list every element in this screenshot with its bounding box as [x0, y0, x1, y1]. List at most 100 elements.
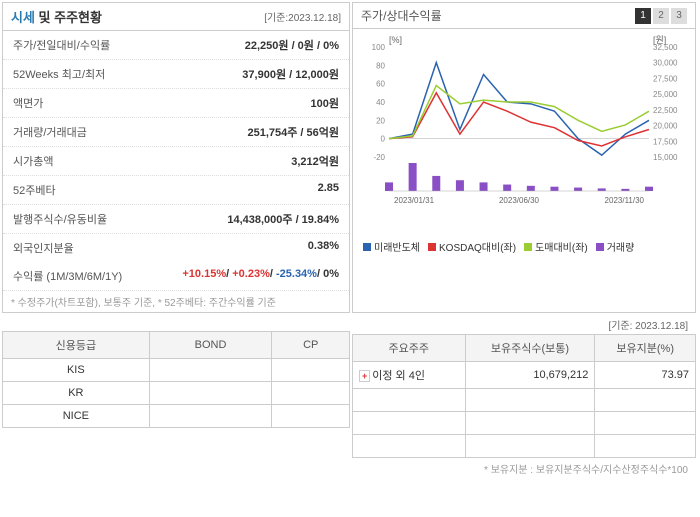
info-value: 3,212억원 [291, 153, 339, 169]
return-part: +0.23% [232, 268, 270, 280]
chart-tab-2[interactable]: 2 [653, 8, 669, 24]
info-value: 0.38% [308, 240, 339, 256]
legend-swatch [428, 243, 436, 251]
pct-cell: 73.97 [595, 362, 696, 389]
table-header: BOND [149, 332, 272, 359]
info-value: 2.85 [318, 182, 339, 198]
info-row: 52주베타 2.85 [3, 176, 349, 205]
svg-text:100: 100 [372, 43, 386, 52]
reference-date: [기준:2023.12.18] [264, 9, 341, 24]
chart-title: 주가/상대수익률 [361, 7, 442, 24]
table-row [353, 412, 696, 435]
return-part: +10.15% [182, 268, 226, 280]
price-chart: [%][원]-2002040608010015,00017,50020,0002… [359, 33, 689, 233]
pct-cell [595, 412, 696, 435]
svg-text:2023/06/30: 2023/06/30 [499, 196, 540, 205]
svg-text:27,500: 27,500 [653, 74, 678, 83]
shareholder-name [353, 389, 466, 412]
legend-item: KOSDAQ대비(좌) [428, 239, 516, 254]
info-value: 37,900원 / 12,000원 [242, 66, 339, 82]
info-row: 발행주식수/유동비율 14,438,000주 / 19.84% [3, 205, 349, 234]
shares-cell [465, 412, 595, 435]
legend-item: 미래반도체 [363, 239, 420, 254]
legend-label: 도매대비(좌) [535, 239, 588, 254]
svg-text:20,000: 20,000 [653, 122, 678, 131]
table-cell [272, 405, 350, 428]
svg-text:25,000: 25,000 [653, 90, 678, 99]
svg-text:32,500: 32,500 [653, 43, 678, 52]
shareholder-table: 주요주주보유주식수(보통)보유지분(%) +이정 외 4인10,679,2127… [352, 334, 696, 458]
table-header: 주요주주 [353, 335, 466, 362]
returns-row: 수익률 (1M/3M/6M/1Y) +10.15%/ +0.23%/ -25.3… [3, 262, 349, 291]
info-label: 외국인지분율 [13, 240, 74, 256]
info-value: 251,754주 / 56억원 [247, 124, 339, 140]
returns-value: +10.15%/ +0.23%/ -25.34%/ 0% [182, 268, 339, 284]
table-cell: NICE [3, 405, 150, 428]
shareholder-footnote: * 보유지분 : 보유지분주식수/지수산정주식수*100 [352, 458, 696, 479]
stock-footnote: * 수정주가(차트포함), 보통주 기준, * 52주베타: 주간수익률 기준 [3, 291, 349, 312]
table-row: NICE [3, 405, 350, 428]
info-row: 거래량/거래대금 251,754주 / 56억원 [3, 118, 349, 147]
table-header: CP [272, 332, 350, 359]
chart-header: 주가/상대수익률 123 [353, 3, 695, 29]
info-label: 52주베타 [13, 182, 56, 198]
svg-text:15,000: 15,000 [653, 153, 678, 162]
table-cell [149, 359, 272, 382]
shareholder-name [353, 412, 466, 435]
svg-text:17,500: 17,500 [653, 137, 678, 146]
shareholder-name: +이정 외 4인 [353, 362, 466, 389]
info-value: 22,250원 / 0원 / 0% [245, 37, 339, 53]
shareholder-date: [기준: 2023.12.18] [352, 315, 696, 334]
legend-swatch [524, 243, 532, 251]
returns-label: 수익률 (1M/3M/6M/1Y) [13, 268, 122, 284]
return-part: 0% [323, 268, 339, 280]
panel-title: 시세 및 주주현황 [11, 7, 102, 26]
legend-item: 도매대비(좌) [524, 239, 588, 254]
svg-text:2023/11/30: 2023/11/30 [605, 196, 645, 205]
svg-text:20: 20 [376, 116, 385, 125]
table-cell: KR [3, 382, 150, 405]
chart-panel: 주가/상대수익률 123 [%][원]-2002040608010015,000… [352, 2, 696, 313]
table-header: 신용등급 [3, 332, 150, 359]
svg-text:2023/01/31: 2023/01/31 [394, 196, 435, 205]
info-row: 외국인지분율 0.38% [3, 234, 349, 262]
info-label: 거래량/거래대금 [13, 124, 87, 140]
stock-info-header: 시세 및 주주현황 [기준:2023.12.18] [3, 3, 349, 31]
chart-tab-1[interactable]: 1 [635, 8, 651, 24]
table-cell: KIS [3, 359, 150, 382]
info-value: 14,438,000주 / 19.84% [227, 211, 339, 227]
info-label: 52Weeks 최고/최저 [13, 66, 105, 82]
shares-cell [465, 389, 595, 412]
svg-text:22,500: 22,500 [653, 106, 678, 115]
table-cell [149, 382, 272, 405]
legend-item: 거래량 [596, 239, 635, 254]
info-label: 발행주식수/유동비율 [13, 211, 107, 227]
chart-area: [%][원]-2002040608010015,00017,50020,0002… [353, 29, 695, 237]
table-row: +이정 외 4인10,679,21273.97 [353, 362, 696, 389]
svg-text:30,000: 30,000 [653, 59, 678, 68]
legend-label: 거래량 [607, 239, 635, 254]
table-cell [272, 359, 350, 382]
svg-text:80: 80 [376, 61, 385, 70]
svg-text:60: 60 [376, 80, 385, 89]
stock-info-panel: 시세 및 주주현황 [기준:2023.12.18] 주가/전일대비/수익률22,… [2, 2, 350, 313]
table-header: 보유주식수(보통) [465, 335, 595, 362]
table-cell [272, 382, 350, 405]
legend-label: KOSDAQ대비(좌) [439, 239, 516, 254]
shares-cell: 10,679,212 [465, 362, 595, 389]
info-row: 52Weeks 최고/최저 37,900원 / 12,000원 [3, 60, 349, 89]
info-row: 액면가 100원 [3, 89, 349, 118]
expand-icon[interactable]: + [359, 370, 370, 382]
chart-tab-3[interactable]: 3 [671, 8, 687, 24]
info-rows: 주가/전일대비/수익률22,250원 / 0원 / 0%52Weeks 최고/최… [3, 31, 349, 262]
table-header: 보유지분(%) [595, 335, 696, 362]
info-value: 100원 [311, 95, 339, 111]
title-accent: 시세 [11, 10, 35, 25]
legend-swatch [596, 243, 604, 251]
info-row: 시가총액 3,212억원 [3, 147, 349, 176]
table-cell [149, 405, 272, 428]
info-label: 시가총액 [13, 153, 53, 169]
chart-tabs: 123 [635, 8, 687, 24]
info-label: 액면가 [13, 95, 43, 111]
info-row: 주가/전일대비/수익률22,250원 / 0원 / 0% [3, 31, 349, 60]
